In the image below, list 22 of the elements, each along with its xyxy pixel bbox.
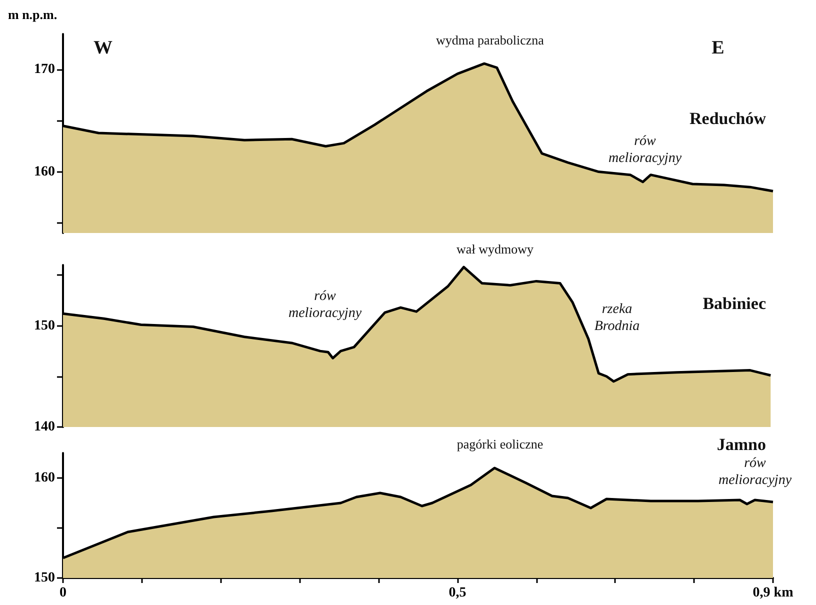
text: Babiniec: [702, 294, 766, 313]
x-tick-label: 0,5: [448, 586, 466, 600]
annotation: rów melioracyjny: [608, 134, 682, 166]
annotation: wydma paraboliczna: [436, 32, 544, 48]
chart-title: Jamno: [716, 435, 766, 454]
annotation: rzeka Brodnia: [594, 302, 640, 334]
y-tick-label: 170: [34, 62, 55, 78]
text: Reduchów: [689, 109, 767, 128]
annotation: E: [712, 38, 724, 58]
annotation: rów melioracyjny: [718, 456, 792, 488]
y-tick-label: 160: [34, 470, 55, 486]
y-tick-label: 150: [34, 570, 55, 586]
text: wał wydmowy: [456, 242, 534, 256]
annotation: rów melioracyjny: [288, 289, 362, 321]
x-tick-label: 0,9 km: [752, 586, 794, 600]
y-axis-title: m n.p.m.: [8, 7, 58, 22]
y-tick-label: 150: [34, 318, 55, 334]
y-tick-label: 160: [34, 164, 55, 180]
text: pagórki eoliczne: [456, 436, 544, 452]
x-tick-label: 0: [60, 586, 66, 600]
annotation: W: [94, 38, 112, 58]
y-tick-label: 140: [34, 420, 55, 434]
